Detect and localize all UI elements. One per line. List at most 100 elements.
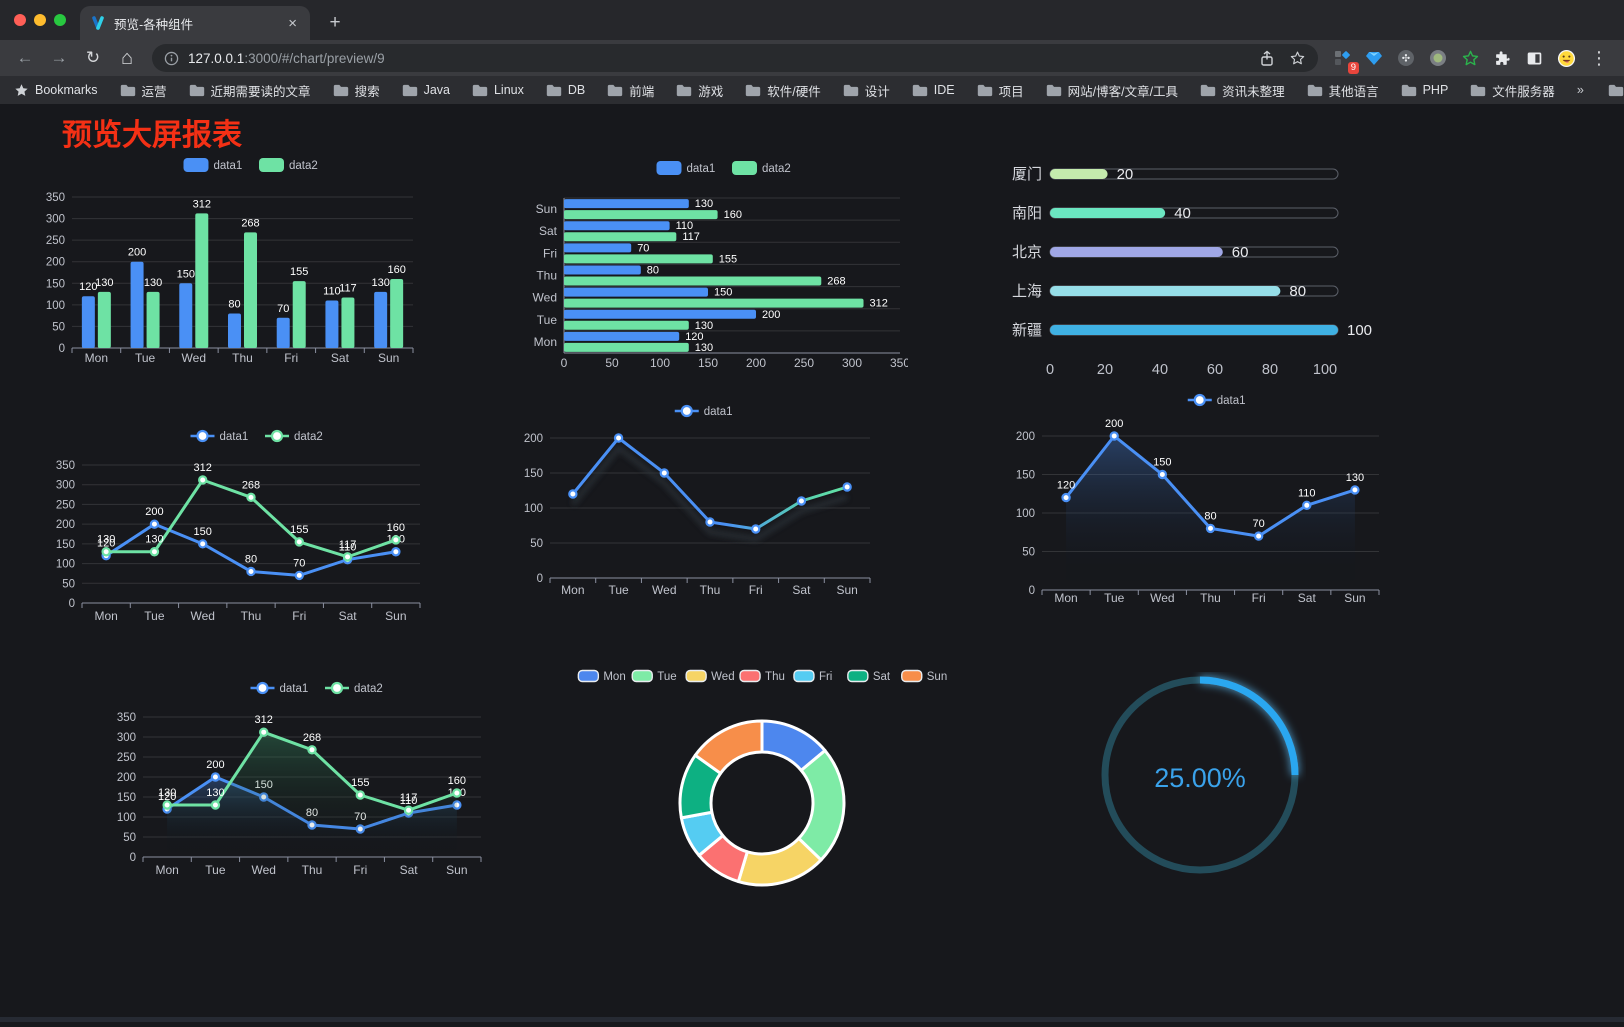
bar[interactable] bbox=[244, 232, 257, 348]
page-info-icon[interactable] bbox=[164, 51, 179, 66]
bookmark-folder[interactable]: 资讯未整理 bbox=[1200, 81, 1285, 100]
browser-menu-button[interactable]: ⋮ bbox=[1590, 47, 1608, 68]
bar[interactable] bbox=[179, 283, 193, 348]
bookmark-folder[interactable]: Linux bbox=[472, 83, 524, 97]
data-point[interactable] bbox=[246, 492, 256, 503]
bookmark-folder[interactable]: Java bbox=[402, 83, 450, 97]
extension-grid-icon[interactable]: 9 bbox=[1329, 45, 1359, 74]
bookmark-folder[interactable]: 游戏 bbox=[676, 81, 723, 100]
bar[interactable] bbox=[130, 261, 144, 348]
data-point[interactable] bbox=[1061, 492, 1071, 503]
bookmarks-manager[interactable]: Bookmarks bbox=[14, 83, 98, 98]
legend-item-data1[interactable]: data1 bbox=[1187, 393, 1246, 407]
data-point[interactable] bbox=[1253, 531, 1264, 541]
extension-emoji-icon[interactable] bbox=[1553, 45, 1579, 71]
bookmark-folder[interactable]: 设计 bbox=[843, 81, 890, 100]
legend-item-data2[interactable]: data2 bbox=[265, 429, 323, 443]
data-point[interactable] bbox=[391, 535, 401, 545]
bookmark-star-icon[interactable] bbox=[1289, 50, 1306, 67]
bar[interactable] bbox=[564, 342, 689, 352]
data-point[interactable] bbox=[1109, 431, 1119, 441]
bookmark-folder[interactable]: 搜索 bbox=[333, 81, 380, 100]
tab-close-button[interactable]: × bbox=[288, 14, 297, 32]
bar[interactable] bbox=[195, 213, 209, 348]
other-bookmarks-folder[interactable]: 其他书签 bbox=[1608, 81, 1624, 100]
data-point[interactable] bbox=[1302, 500, 1312, 511]
legend-item-Thu[interactable]: Thu bbox=[739, 669, 785, 684]
data-point[interactable] bbox=[294, 537, 304, 547]
legend-item-Tue[interactable]: Tue bbox=[631, 669, 677, 684]
data-point[interactable] bbox=[210, 800, 221, 810]
bar[interactable] bbox=[390, 278, 404, 348]
legend-item-data1[interactable]: data1 bbox=[183, 158, 243, 172]
bar[interactable] bbox=[564, 254, 713, 264]
data-point[interactable] bbox=[1350, 485, 1360, 495]
progress-fill[interactable] bbox=[1050, 286, 1281, 296]
bookmark-folder[interactable]: 软件/硬件 bbox=[745, 81, 821, 100]
bookmarks-overflow-button[interactable]: » bbox=[1576, 83, 1584, 97]
legend-item-Sun[interactable]: Sun bbox=[901, 669, 947, 684]
extension-star-icon[interactable] bbox=[1457, 45, 1483, 71]
legend-item-data1[interactable]: data1 bbox=[190, 429, 249, 443]
bookmark-folder[interactable]: 网站/博客/文章/工具 bbox=[1046, 81, 1178, 100]
bar[interactable] bbox=[325, 300, 339, 348]
legend-item-data1[interactable]: data1 bbox=[674, 404, 733, 418]
legend-item-data2[interactable]: data2 bbox=[325, 681, 383, 695]
pie-slice-Sun[interactable] bbox=[693, 719, 764, 775]
forward-button[interactable]: → bbox=[50, 48, 68, 67]
bar[interactable] bbox=[341, 297, 355, 348]
legend-item-Sat[interactable]: Sat bbox=[847, 669, 891, 684]
data-point[interactable] bbox=[613, 433, 624, 443]
legend-item-Fri[interactable]: Fri bbox=[793, 669, 832, 684]
bookmark-folder[interactable]: 近期需要读的文章 bbox=[189, 81, 311, 100]
data-point[interactable] bbox=[842, 482, 852, 492]
sidepanel-icon[interactable] bbox=[1521, 45, 1547, 71]
window-close-button[interactable] bbox=[14, 14, 26, 26]
data-point[interactable] bbox=[796, 496, 807, 506]
data-point[interactable] bbox=[246, 566, 256, 577]
bar[interactable] bbox=[146, 291, 160, 348]
bar[interactable] bbox=[564, 287, 708, 297]
new-tab-button[interactable]: + bbox=[329, 12, 341, 33]
data-point[interactable] bbox=[391, 547, 401, 557]
bookmark-folder[interactable]: IDE bbox=[912, 83, 955, 97]
bar[interactable] bbox=[564, 199, 689, 209]
data-point[interactable] bbox=[1157, 469, 1168, 480]
bar[interactable] bbox=[81, 296, 95, 348]
bar[interactable] bbox=[564, 221, 670, 231]
bar[interactable] bbox=[564, 232, 677, 242]
extension-command-icon[interactable]: ✣ bbox=[1393, 45, 1419, 71]
bookmark-folder[interactable]: 项目 bbox=[977, 81, 1024, 100]
bar[interactable] bbox=[564, 265, 641, 275]
address-bar[interactable]: 127.0.0.1:3000/#/chart/preview/9 bbox=[152, 44, 1318, 72]
bookmark-folder[interactable]: 其他语言 bbox=[1307, 81, 1379, 100]
bar[interactable] bbox=[564, 210, 718, 220]
bookmark-folder[interactable]: 运营 bbox=[120, 81, 167, 100]
data-point[interactable] bbox=[568, 489, 578, 499]
data-point[interactable] bbox=[294, 570, 304, 581]
bar[interactable] bbox=[564, 331, 680, 341]
data-point[interactable] bbox=[259, 727, 269, 737]
data-point[interactable] bbox=[342, 552, 353, 562]
extension-gem-icon[interactable] bbox=[1361, 45, 1387, 71]
bar[interactable] bbox=[564, 298, 864, 308]
data-point[interactable] bbox=[1205, 523, 1216, 534]
reload-button[interactable]: ↻ bbox=[85, 48, 101, 67]
data-point[interactable] bbox=[162, 800, 172, 810]
home-button[interactable]: ⌂ bbox=[120, 46, 134, 69]
bar[interactable] bbox=[564, 320, 689, 330]
share-icon[interactable] bbox=[1259, 50, 1275, 67]
data-point[interactable] bbox=[198, 475, 208, 485]
browser-tab[interactable]: 预览-各种组件 × bbox=[80, 6, 310, 40]
data-point[interactable] bbox=[705, 517, 715, 527]
data-point[interactable] bbox=[198, 539, 208, 549]
progress-fill[interactable] bbox=[1050, 208, 1166, 218]
bar[interactable] bbox=[228, 313, 241, 348]
bar[interactable] bbox=[292, 281, 306, 348]
bookmark-folder[interactable]: DB bbox=[546, 83, 585, 97]
data-point[interactable] bbox=[659, 468, 669, 478]
legend-item-Wed[interactable]: Wed bbox=[685, 669, 735, 684]
bar[interactable] bbox=[564, 276, 822, 286]
bar[interactable] bbox=[97, 291, 111, 348]
legend-item-data1[interactable]: data1 bbox=[656, 161, 716, 175]
